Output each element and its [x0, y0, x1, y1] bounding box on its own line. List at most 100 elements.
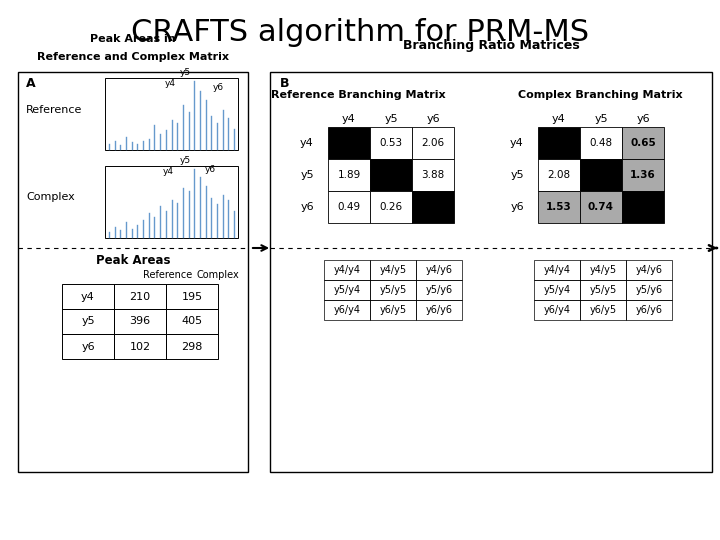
Text: y6/y6: y6/y6	[636, 305, 662, 315]
Bar	[370, 127, 412, 159]
Text: Reference and Complex Matrix: Reference and Complex Matrix	[37, 52, 229, 62]
Bar	[114, 309, 166, 334]
Bar	[166, 334, 218, 359]
Text: y4: y4	[300, 138, 314, 148]
Text: y6/y4: y6/y4	[333, 305, 361, 315]
Text: y6: y6	[300, 202, 314, 212]
Text: y6/y4: y6/y4	[544, 305, 570, 315]
Bar	[370, 280, 416, 300]
Text: 195: 195	[181, 292, 202, 301]
Text: Peak Areas in: Peak Areas in	[90, 34, 176, 44]
Text: y5: y5	[81, 316, 95, 327]
Text: y5/y6: y5/y6	[426, 285, 453, 295]
Bar	[105, 78, 238, 150]
Bar	[534, 260, 580, 280]
Text: B: B	[280, 77, 289, 90]
Text: 0.74: 0.74	[588, 202, 614, 212]
Bar	[270, 72, 712, 472]
Bar	[534, 300, 580, 320]
Bar	[534, 280, 580, 300]
Bar	[626, 280, 672, 300]
Bar	[324, 260, 370, 280]
Text: 210: 210	[130, 292, 150, 301]
Bar	[538, 159, 580, 191]
Text: 0.53: 0.53	[379, 138, 402, 148]
Text: 1.53: 1.53	[546, 202, 572, 212]
Bar	[328, 191, 370, 223]
Bar	[370, 300, 416, 320]
Text: 0.26: 0.26	[379, 202, 402, 212]
Bar	[580, 191, 622, 223]
Text: Reference: Reference	[26, 105, 82, 115]
Text: Complex: Complex	[26, 192, 75, 202]
Text: y6/y5: y6/y5	[379, 305, 407, 315]
Text: 405: 405	[181, 316, 202, 327]
Text: y5: y5	[594, 114, 608, 124]
Bar	[412, 191, 454, 223]
Text: y5: y5	[300, 170, 314, 180]
Bar	[114, 334, 166, 359]
Text: y5: y5	[510, 170, 524, 180]
Text: y5: y5	[179, 156, 191, 165]
Bar	[622, 191, 664, 223]
Bar	[626, 260, 672, 280]
Bar	[62, 284, 114, 309]
Text: y6: y6	[636, 114, 650, 124]
Text: y6: y6	[510, 202, 524, 212]
Text: y6: y6	[81, 341, 95, 352]
Bar	[416, 280, 462, 300]
Bar	[412, 159, 454, 191]
Text: y5: y5	[179, 68, 191, 77]
Text: y4: y4	[164, 79, 176, 88]
Bar	[370, 191, 412, 223]
Bar	[622, 159, 664, 191]
Text: Peak Areas: Peak Areas	[96, 254, 170, 267]
Text: y4/y4: y4/y4	[544, 265, 570, 275]
Text: y4: y4	[342, 114, 356, 124]
Bar	[580, 127, 622, 159]
Text: 0.49: 0.49	[338, 202, 361, 212]
Text: y4: y4	[163, 167, 174, 176]
Bar	[18, 72, 248, 472]
Text: y6: y6	[204, 165, 215, 174]
Bar	[328, 159, 370, 191]
Text: Complex: Complex	[197, 270, 239, 280]
Text: y6: y6	[212, 83, 224, 92]
Bar	[538, 127, 580, 159]
Bar	[416, 260, 462, 280]
Bar	[166, 309, 218, 334]
Text: CRAFTS algorithm for PRM-MS: CRAFTS algorithm for PRM-MS	[131, 18, 589, 47]
Text: y4: y4	[81, 292, 95, 301]
Text: Complex Branching Matrix: Complex Branching Matrix	[518, 90, 683, 100]
Text: 396: 396	[130, 316, 150, 327]
Text: y4/y6: y4/y6	[426, 265, 452, 275]
Bar	[324, 280, 370, 300]
Bar	[580, 260, 626, 280]
Bar	[370, 159, 412, 191]
Text: y5/y4: y5/y4	[333, 285, 361, 295]
Bar	[114, 284, 166, 309]
Text: 0.65: 0.65	[630, 138, 656, 148]
Text: Reference Branching Matrix: Reference Branching Matrix	[271, 90, 445, 100]
Bar	[166, 284, 218, 309]
Bar	[416, 300, 462, 320]
Text: y6: y6	[426, 114, 440, 124]
Text: Reference: Reference	[143, 270, 193, 280]
Text: y5/y5: y5/y5	[379, 285, 407, 295]
Bar	[580, 280, 626, 300]
Text: y4/y5: y4/y5	[379, 265, 407, 275]
Bar	[580, 300, 626, 320]
Text: y5: y5	[384, 114, 398, 124]
Text: y4/y4: y4/y4	[333, 265, 361, 275]
Text: 2.08: 2.08	[547, 170, 570, 180]
Text: 3.88: 3.88	[421, 170, 445, 180]
Bar	[626, 300, 672, 320]
Text: y5/y5: y5/y5	[590, 285, 616, 295]
Text: 298: 298	[181, 341, 203, 352]
Text: y4: y4	[552, 114, 566, 124]
Bar	[324, 300, 370, 320]
Text: y6/y6: y6/y6	[426, 305, 452, 315]
Text: y4/y6: y4/y6	[636, 265, 662, 275]
Bar	[105, 166, 238, 238]
Text: 102: 102	[130, 341, 150, 352]
